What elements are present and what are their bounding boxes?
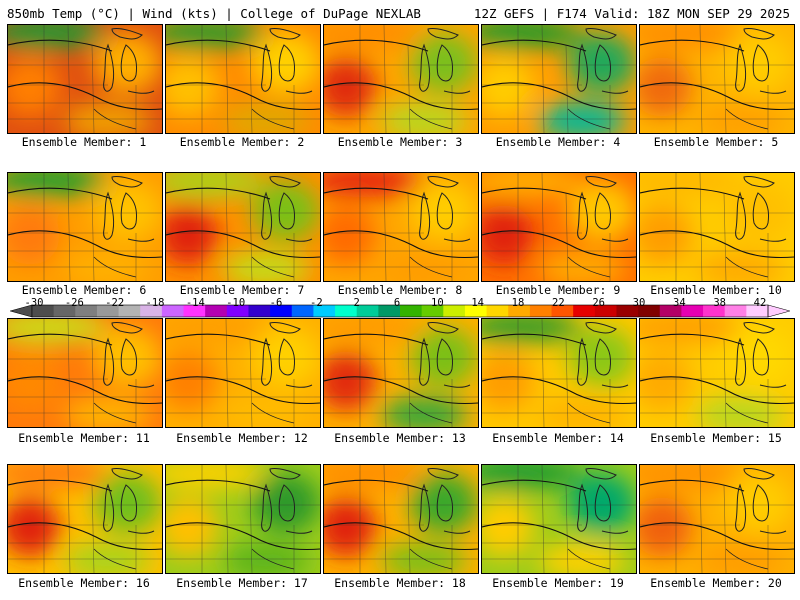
colorbar-segment	[529, 305, 552, 317]
colorbar-segment	[313, 305, 336, 317]
ensemble-member-label: Ensemble Member: 12	[176, 431, 308, 445]
colorbar-segment	[703, 305, 726, 317]
colorbar-segment	[400, 305, 423, 317]
ensemble-member-label: Ensemble Member: 7	[179, 283, 305, 297]
colorbar-tick-label: 2	[353, 297, 360, 309]
colorbar-tick-label: -14	[185, 297, 205, 309]
colorbar-tick-label: 26	[592, 297, 605, 309]
colorbar-segment	[248, 305, 271, 317]
colorbar-tick-label: 6	[393, 297, 401, 309]
colorbar-tick-label: 18	[511, 297, 525, 309]
colorbar-segment	[616, 305, 639, 317]
ensemble-member-label: Ensemble Member: 2	[179, 135, 305, 149]
colorbar-segment	[226, 305, 249, 317]
colorbar-segment	[183, 305, 206, 317]
ensemble-member-map	[323, 172, 479, 282]
ensemble-member-map	[481, 24, 637, 134]
colorbar-segment	[118, 305, 141, 317]
ensemble-member-label: Ensemble Member: 3	[337, 135, 463, 149]
colorbar-tick-label: -30	[24, 297, 44, 309]
colorbar-tick-label: 22	[552, 297, 565, 309]
colorbar-tick-label: -22	[105, 297, 125, 309]
colorbar-segment	[659, 305, 682, 317]
colorbar-segment	[508, 305, 531, 317]
ensemble-member-label: Ensemble Member: 6	[21, 283, 147, 297]
colorbar-segment	[443, 305, 466, 317]
ensemble-member-map	[481, 172, 637, 282]
colorbar-segment	[270, 305, 293, 317]
ensemble-member-label: Ensemble Member: 4	[495, 135, 621, 149]
colorbar-tick-label: 14	[471, 297, 484, 309]
ensemble-member-map	[639, 24, 795, 134]
colorbar-segment	[161, 305, 184, 317]
ensemble-member-label: Ensemble Member: 20	[650, 576, 782, 590]
ensemble-member-map	[481, 464, 637, 574]
ensemble-member-map	[165, 318, 321, 428]
ensemble-member-map	[639, 172, 795, 282]
ensemble-member-map	[7, 318, 163, 428]
ensemble-member-label: Ensemble Member: 16	[18, 576, 150, 590]
ensemble-member-map	[323, 318, 479, 428]
ensemble-member-label: Ensemble Member: 8	[337, 283, 463, 297]
ensemble-member-label: Ensemble Member: 17	[176, 576, 308, 590]
colorbar-outline	[31, 304, 769, 318]
colorbar-tick-label: -10	[226, 297, 246, 309]
ensemble-member-map	[165, 24, 321, 134]
colorbar-tick-label: 42	[753, 297, 767, 309]
temperature-colorbar	[10, 304, 790, 318]
ensemble-member-label: Ensemble Member: 10	[650, 283, 782, 297]
colorbar-segment	[681, 305, 704, 317]
colorbar-segment	[205, 305, 228, 317]
ensemble-member-map	[639, 318, 795, 428]
colorbar-segment	[291, 305, 314, 317]
ensemble-member-label: Ensemble Member: 1	[21, 135, 147, 149]
ensemble-member-map	[323, 24, 479, 134]
ensemble-member-label: Ensemble Member: 18	[334, 576, 466, 590]
colorbar-segment	[421, 305, 444, 317]
colorbar-segment	[573, 305, 596, 317]
colorbar-segment	[724, 305, 747, 317]
colorbar-tick-label: 30	[632, 297, 646, 309]
colorbar-tick-label: 38	[713, 297, 726, 309]
ensemble-member-map	[7, 172, 163, 282]
ensemble-member-map	[7, 24, 163, 134]
ensemble-member-label: Ensemble Member: 11	[18, 431, 150, 445]
colorbar-segment	[53, 305, 76, 317]
ensemble-member-label: Ensemble Member: 15	[650, 431, 782, 445]
ensemble-member-label: Ensemble Member: 19	[492, 576, 624, 590]
model-run-valid-time: 12Z GEFS | F174 Valid: 18Z MON SEP 29 20…	[473, 6, 790, 21]
ensemble-member-map	[639, 464, 795, 574]
ensemble-member-map	[481, 318, 637, 428]
colorbar-tick-label: -2	[310, 297, 323, 309]
ensemble-member-label: Ensemble Member: 5	[653, 135, 779, 149]
map-title: 850mb Temp (°C) | Wind (kts) | College o…	[7, 6, 421, 21]
colorbar-segment	[140, 305, 163, 317]
colorbar-segment	[378, 305, 401, 317]
colorbar-tick-label: 34	[673, 297, 686, 309]
colorbar-tick-label: -18	[145, 297, 165, 309]
colorbar-tick-label: -26	[64, 297, 84, 309]
colorbar-tick-label: 10	[431, 297, 444, 309]
ensemble-member-map	[7, 464, 163, 574]
colorbar-segment	[594, 305, 617, 317]
colorbar-segment	[486, 305, 509, 317]
ensemble-member-label: Ensemble Member: 9	[495, 283, 621, 297]
ensemble-member-map	[165, 172, 321, 282]
colorbar-segment	[746, 305, 769, 317]
ensemble-member-map	[323, 464, 479, 574]
ensemble-member-label: Ensemble Member: 14	[492, 431, 624, 445]
ensemble-member-label: Ensemble Member: 13	[334, 431, 466, 445]
ensemble-member-map	[165, 464, 321, 574]
colorbar-tick-label: -6	[269, 297, 283, 309]
colorbar-segment	[356, 305, 379, 317]
colorbar-segment	[75, 305, 98, 317]
colorbar-segment	[638, 305, 661, 317]
colorbar-segment	[32, 305, 55, 317]
colorbar-segment	[96, 305, 119, 317]
colorbar-segment	[551, 305, 574, 317]
colorbar-segment	[464, 305, 487, 317]
colorbar-segment	[335, 305, 358, 317]
